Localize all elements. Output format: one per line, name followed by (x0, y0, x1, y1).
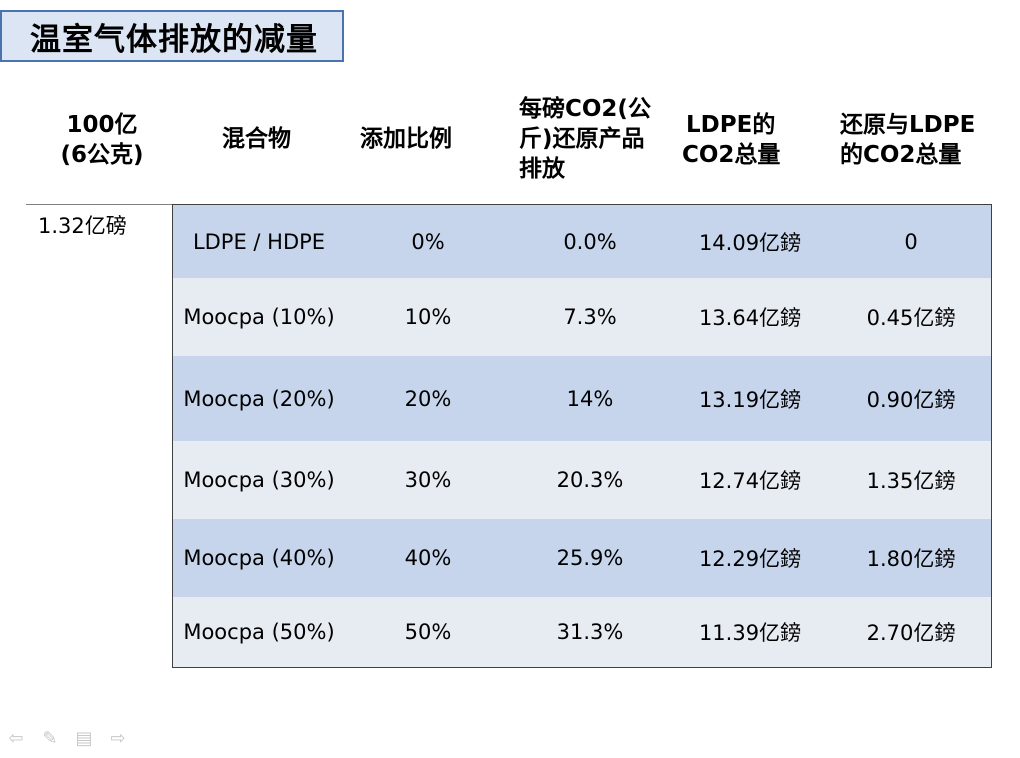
header-amount-line1: 100亿 (66, 112, 138, 138)
cell-ratio: 40% (404, 546, 452, 570)
cell-ldpe-total: 14.09亿鎊 (698, 230, 802, 255)
cell-ldpe-total: 11.39亿鎊 (698, 621, 802, 645)
cell-ratio: 0% (411, 229, 445, 254)
cell-reduced-total: 0.90亿鎊 (866, 387, 956, 412)
pen-icon[interactable]: ✎ (42, 728, 58, 749)
cell-ratio: 50% (404, 620, 452, 644)
cell-ldpe-total: 12.74亿鎊 (698, 469, 802, 493)
cell-ldpe-total: 12.29亿鎊 (698, 547, 802, 571)
header-amount: 100亿 (6公克) (52, 110, 152, 170)
slide-nav: ⇦ ✎ ▤ ⇨ (6, 728, 128, 749)
cell-reduced-total: 1.80亿鎊 (866, 547, 956, 571)
cell-mixture: LDPE / HDPE (192, 229, 326, 254)
header-ratio: 添加比例 (360, 126, 452, 152)
table-row: Moocpa (10%) 10% 7.3% 13.64亿鎊 0.45亿鎊 (173, 278, 991, 356)
cell-ratio: 20% (404, 386, 452, 411)
table-row: Moocpa (30%) 30% 20.3% 12.74亿鎊 1.35亿鎊 (173, 441, 991, 519)
cell-mixture: Moocpa (30%) (183, 468, 335, 492)
cell-reduction: 7.3% (563, 305, 617, 329)
cell-ldpe-total: 13.19亿鎊 (698, 387, 802, 412)
cell-reduction: 31.3% (556, 620, 624, 644)
cell-ratio: 10% (404, 305, 452, 329)
table-row: LDPE / HDPE 0% 0.0% 14.09亿鎊 0 (173, 205, 991, 278)
header-reduction-line3: 排放 (519, 156, 565, 182)
header-ldpe-total-line2: CO2总量 (682, 142, 781, 168)
cell-mixture: Moocpa (20%) (183, 386, 335, 411)
left-divider (26, 204, 174, 205)
cell-reduced-total: 0.45亿鎊 (866, 306, 956, 330)
header-reduction-line2: 斤)还原产品 (519, 126, 645, 152)
slide-title: 温室气体排放的减量 (0, 10, 344, 62)
table-row: Moocpa (40%) 40% 25.9% 12.29亿鎊 1.80亿鎊 (173, 519, 991, 597)
cell-ratio: 30% (404, 468, 452, 492)
menu-icon[interactable]: ▤ (75, 728, 93, 749)
arrow-right-icon[interactable]: ⇨ (110, 728, 126, 749)
header-reduction-line1: 每磅CO2(公 (519, 96, 651, 122)
header-amount-line2: (6公克) (60, 142, 144, 168)
cell-reduced-total: 2.70亿鎊 (866, 621, 956, 645)
left-amount: 1.32亿磅 (38, 214, 127, 238)
cell-reduced-total: 0 (904, 229, 918, 254)
header-reduced-total-line1: 还原与LDPE (840, 112, 976, 138)
header-ldpe-total: LDPE的 CO2总量 (682, 110, 780, 170)
cell-ldpe-total: 13.64亿鎊 (698, 306, 802, 330)
header-reduced-total: 还原与LDPE 的CO2总量 (840, 110, 975, 170)
cell-mixture: Moocpa (50%) (183, 620, 335, 644)
cell-mixture: Moocpa (10%) (183, 305, 335, 329)
arrow-left-icon[interactable]: ⇦ (8, 728, 24, 749)
table-row: Moocpa (20%) 20% 14% 13.19亿鎊 0.90亿鎊 (173, 356, 991, 441)
data-table: LDPE / HDPE 0% 0.0% 14.09亿鎊 0 Moocpa (10… (172, 204, 992, 668)
header-reduction: 每磅CO2(公 斤)还原产品 排放 (519, 94, 651, 184)
slide-title-text: 温室气体排放的减量 (30, 21, 318, 58)
header-mixture: 混合物 (222, 126, 291, 152)
table-row: Moocpa (50%) 50% 31.3% 11.39亿鎊 2.70亿鎊 (173, 597, 991, 667)
cell-reduction: 0.0% (563, 229, 617, 254)
cell-reduction: 25.9% (556, 546, 624, 570)
cell-mixture: Moocpa (40%) (183, 546, 335, 570)
cell-reduced-total: 1.35亿鎊 (866, 469, 956, 493)
header-reduced-total-line2: 的CO2总量 (840, 142, 962, 168)
cell-reduction: 20.3% (556, 468, 624, 492)
cell-reduction: 14% (566, 386, 614, 411)
header-ldpe-total-line1: LDPE的 (686, 112, 776, 138)
